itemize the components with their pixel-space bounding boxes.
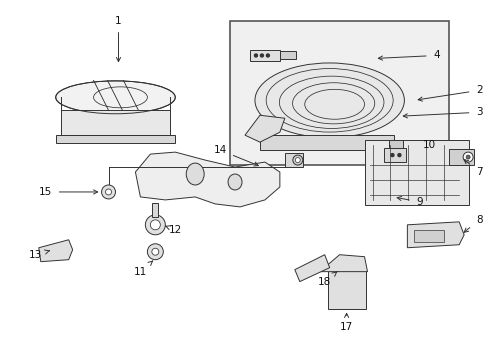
Bar (152, 203, 158, 217)
Bar (448, 149, 473, 165)
Text: 14: 14 (213, 145, 258, 166)
Text: 8: 8 (463, 215, 482, 232)
Polygon shape (61, 110, 170, 135)
Polygon shape (294, 255, 329, 282)
Circle shape (266, 54, 269, 57)
Bar (413, 230, 443, 242)
Ellipse shape (186, 163, 203, 185)
Circle shape (145, 215, 165, 235)
Text: 5: 5 (0, 359, 1, 360)
Bar (388, 140, 403, 148)
Polygon shape (244, 115, 285, 142)
Polygon shape (407, 222, 463, 248)
Polygon shape (260, 135, 394, 150)
Bar (285, 153, 302, 167)
Circle shape (150, 220, 160, 230)
Text: 15: 15 (39, 187, 98, 197)
Polygon shape (135, 152, 279, 207)
Ellipse shape (227, 174, 242, 190)
Text: 17: 17 (339, 313, 352, 332)
Circle shape (397, 154, 400, 157)
Polygon shape (39, 240, 73, 262)
Circle shape (147, 244, 163, 260)
Circle shape (105, 189, 111, 195)
Bar (229, 21, 448, 165)
Circle shape (254, 54, 257, 57)
Text: 7: 7 (463, 159, 482, 177)
Polygon shape (319, 255, 367, 272)
Circle shape (152, 248, 159, 255)
Ellipse shape (254, 63, 404, 138)
Bar (279, 51, 295, 59)
Text: 12: 12 (165, 225, 182, 235)
Text: 4: 4 (378, 50, 439, 60)
Circle shape (102, 185, 115, 199)
Polygon shape (56, 135, 175, 143)
Text: 1: 1 (115, 15, 122, 62)
Bar (327, 270, 365, 310)
Text: 16: 16 (0, 359, 1, 360)
Text: 9: 9 (396, 197, 422, 207)
Text: 10: 10 (422, 140, 435, 150)
Circle shape (390, 154, 393, 157)
Circle shape (260, 54, 263, 57)
Ellipse shape (56, 81, 175, 114)
Text: 13: 13 (29, 250, 49, 260)
Text: 11: 11 (134, 261, 152, 276)
Bar (364, 140, 468, 205)
Circle shape (462, 152, 472, 162)
Bar (384, 148, 406, 162)
Text: 3: 3 (403, 107, 482, 118)
Bar (249, 50, 279, 62)
Text: 18: 18 (317, 271, 337, 287)
Circle shape (465, 155, 469, 159)
Text: 2: 2 (417, 85, 482, 101)
Text: 6: 6 (0, 359, 1, 360)
Circle shape (292, 155, 302, 165)
Circle shape (295, 158, 300, 163)
